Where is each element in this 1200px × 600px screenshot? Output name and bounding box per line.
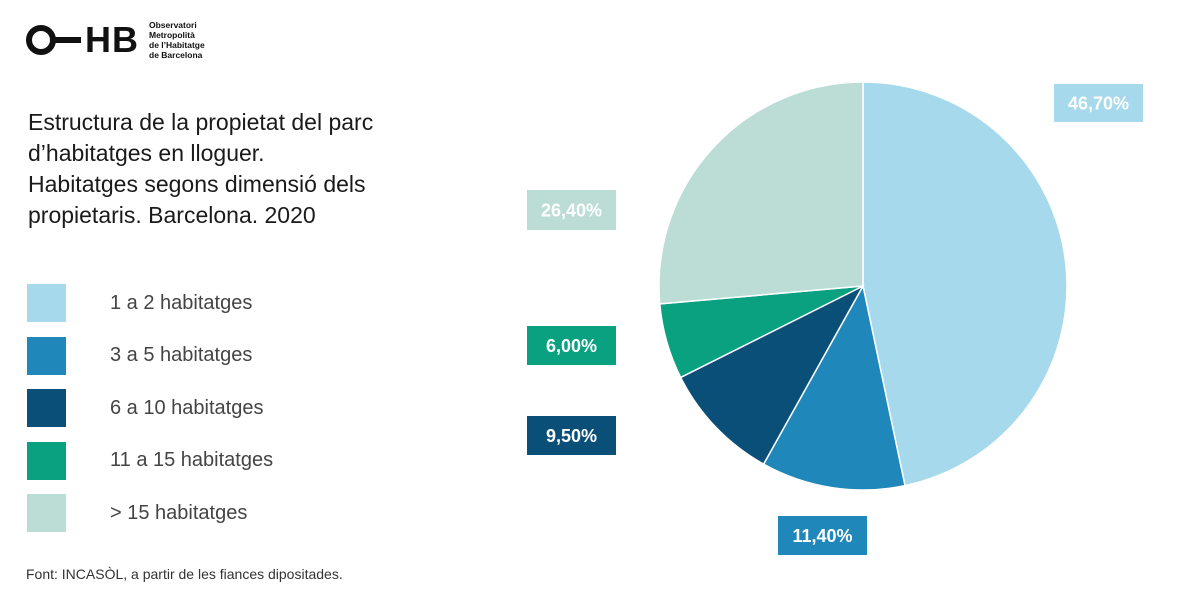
legend-swatch xyxy=(27,284,66,322)
title-line: d’habitatges en lloguer. xyxy=(28,140,265,166)
logo-bar-icon xyxy=(55,37,81,43)
logo-line: Observatori xyxy=(149,20,197,30)
legend-label: 6 a 10 habitatges xyxy=(110,396,264,419)
title-line: Estructura de la propietat del parc xyxy=(28,109,374,135)
legend-item: 11 a 15 habitatges xyxy=(27,441,274,480)
data-label: 26,40% xyxy=(527,190,616,230)
ohb-logo: HB Observatori Metropolità de l’Habitatg… xyxy=(26,20,205,60)
legend-label: 11 a 15 habitatges xyxy=(110,449,274,471)
data-label-text: 9,50% xyxy=(546,426,597,446)
legend-swatch xyxy=(27,336,66,375)
title-line: propietaris. Barcelona. 2020 xyxy=(28,202,316,228)
legend-item: > 15 habitatges xyxy=(27,494,247,532)
data-label: 6,00% xyxy=(527,326,616,365)
logo-mark: HB xyxy=(26,22,139,58)
logo-letters: HB xyxy=(85,19,139,60)
data-label-text: 46,70% xyxy=(1068,94,1129,114)
legend-label: 3 a 5 habitatges xyxy=(110,344,253,366)
logo-text: Observatori Metropolità de l’Habitatge d… xyxy=(149,20,205,60)
data-label-box xyxy=(527,190,616,230)
data-label: 11,40% xyxy=(778,516,867,555)
chart-title: Estructura de la propietat del parc d’ha… xyxy=(28,107,458,231)
legend-label: > 15 habitatges xyxy=(110,501,248,524)
data-label-box xyxy=(527,326,616,365)
pie-slice xyxy=(658,81,864,305)
legend-swatch xyxy=(27,494,66,532)
legend-item: 3 a 5 habitatges xyxy=(27,336,253,375)
pie-slice xyxy=(679,284,865,466)
logo-line: Metropolità xyxy=(149,30,195,40)
data-label-box xyxy=(1054,84,1143,122)
data-label-text: 11,40% xyxy=(792,526,852,546)
data-label: 9,50% xyxy=(527,416,616,455)
legend-item: 1 a 2 habitatges xyxy=(27,284,252,322)
legend-swatch xyxy=(27,389,66,427)
data-label: 46,70% xyxy=(1054,84,1143,122)
title-line: Habitatges segons dimensió dels xyxy=(28,171,366,197)
pie-slice xyxy=(862,81,1068,487)
data-label-box xyxy=(527,416,616,455)
legend-item: 6 a 10 habitatges xyxy=(27,389,263,427)
legend-swatch xyxy=(27,441,66,480)
logo-line: de Barcelona xyxy=(149,50,203,60)
logo-line: de l’Habitatge xyxy=(149,40,205,50)
data-label-text: 26,40% xyxy=(541,201,602,221)
logo-ring-icon xyxy=(26,25,56,55)
source-note: Font: INCASÒL, a partir de les fiances d… xyxy=(26,566,343,582)
pie-slice xyxy=(762,283,906,491)
data-label-text: 6,00% xyxy=(546,336,597,356)
data-label-box xyxy=(778,516,867,555)
legend-label: 1 a 2 habitatges xyxy=(110,291,253,314)
